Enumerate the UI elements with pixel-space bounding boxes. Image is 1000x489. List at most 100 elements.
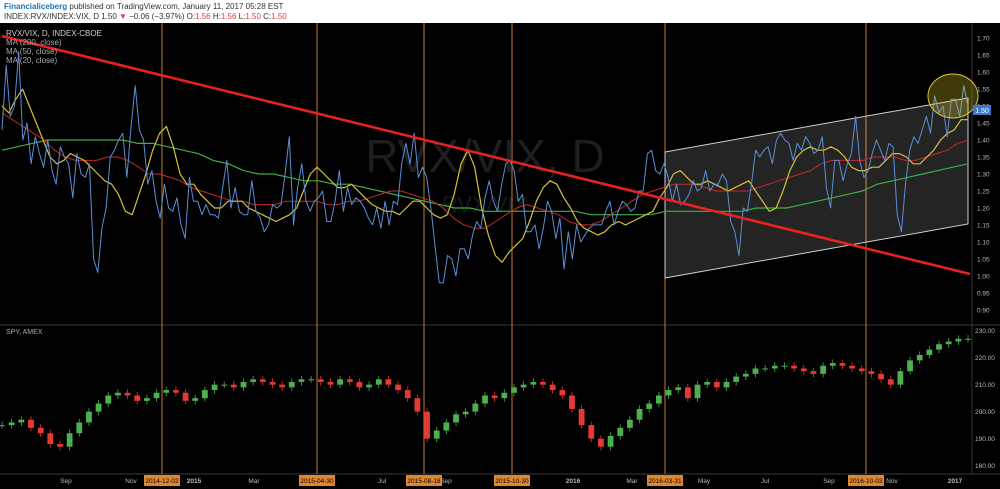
- spy-candle-body: [945, 341, 952, 345]
- spy-y-tick-label: 190.00: [975, 436, 995, 443]
- spy-candle-body: [8, 422, 15, 426]
- spy-candle-body: [955, 338, 962, 342]
- x-tick-label: 2015-10-30: [495, 478, 529, 485]
- spy-candle-body: [704, 381, 711, 385]
- y-tick-label: 1.70: [977, 36, 990, 43]
- spy-candle-body: [762, 368, 769, 370]
- spy-candle-body: [907, 360, 913, 372]
- low-value: 1.50: [245, 12, 261, 21]
- ratio-pane: [1, 51, 969, 284]
- spy-candle-body: [385, 379, 392, 385]
- spy-candle-body: [317, 379, 324, 382]
- spy-candle-body: [66, 433, 73, 447]
- spy-candle-body: [86, 411, 92, 423]
- y-tick-label: 1.00: [977, 273, 990, 280]
- spy-candle-body: [540, 381, 546, 385]
- top-y-axis: 1.70 1.65 1.60 1.55 1.50 1.45 1.40 1.35 1.30 1.25…: [977, 36, 990, 315]
- spy-candle-body: [511, 387, 517, 393]
- spy-candle-body: [501, 392, 508, 399]
- spy-candle-body: [211, 384, 218, 391]
- price-change: −0.06 (−3.97%): [129, 12, 185, 21]
- y-tick-label: 1.60: [977, 70, 990, 77]
- spy-candle-body: [124, 392, 131, 396]
- last-price-tag: 1.50: [973, 105, 991, 115]
- spy-candle-body: [549, 384, 556, 391]
- publish-info: published on TradingView.com, January 11…: [69, 2, 284, 11]
- spy-candle-body: [327, 381, 334, 385]
- ohlc-line: INDEX:RVX/INDEX:VIX, D 1.50 ▼ −0.06 (−3.…: [4, 12, 287, 21]
- x-tick-label: Sep: [823, 478, 835, 485]
- time-axis: Sep Nov 2014-12-02 2015 Mar 2015-04-30 Jul 2015…: [60, 475, 963, 486]
- spy-candle-body: [250, 379, 257, 382]
- spy-candle-body: [530, 381, 537, 385]
- highlight-ellipse[interactable]: [927, 73, 979, 119]
- spy-candle-body: [491, 395, 498, 399]
- x-tick-label: 2014-12-02: [145, 478, 179, 485]
- spy-candle-body: [47, 433, 54, 445]
- spy-candle-body: [829, 363, 836, 366]
- spy-candle-body: [752, 368, 759, 374]
- spy-candle-body: [298, 379, 305, 382]
- x-tick-label: 2016-03-31: [648, 478, 682, 485]
- x-tick-label: 2015: [187, 478, 202, 485]
- spy-candle-body: [28, 419, 34, 428]
- spy-candle-body: [404, 390, 411, 399]
- spy-candle-body: [926, 349, 933, 355]
- spy-candle-body: [588, 425, 595, 439]
- x-tick-label: Jul: [378, 478, 387, 485]
- ma50-line: [1, 112, 969, 229]
- spy-candle-body: [598, 438, 604, 447]
- spy-candle-body: [201, 390, 208, 399]
- spy-candle-body: [636, 408, 643, 420]
- symbol-label: INDEX:RVX/INDEX:VIX, D: [4, 12, 99, 21]
- down-arrow-icon: ▼: [119, 12, 127, 21]
- x-marker-label-box: [144, 475, 180, 486]
- author-link[interactable]: Financialiceberg: [4, 2, 68, 11]
- downtrend-line[interactable]: [1, 34, 971, 276]
- bottom-y-axis: 230.00 220.00 210.00 200.00 190.00 180.00: [975, 328, 995, 470]
- chart-background: [0, 23, 1000, 489]
- x-tick-label: Jul: [761, 478, 770, 485]
- spy-candle-body: [849, 365, 855, 369]
- y-tick-label: 1.10: [977, 239, 990, 246]
- y-tick-label: 0.90: [977, 307, 990, 314]
- spy-candle-body: [0, 425, 5, 427]
- legend-ma50: MA (50, close): [6, 47, 57, 56]
- spy-candle-body: [288, 381, 295, 388]
- spy-candle-body: [443, 422, 450, 431]
- spy-candle-body: [472, 403, 479, 412]
- x-marker-label-box: [406, 475, 442, 486]
- y-tick-label: 1.30: [977, 172, 990, 179]
- y-tick-label: 1.15: [977, 222, 990, 229]
- chart-canvas[interactable]: RVX/VIX, D RVX/VIX 1.701.651.601.551.501…: [0, 23, 1000, 489]
- spy-pane: [0, 335, 971, 451]
- spy-candle-body: [897, 371, 904, 385]
- spy-candle-body: [259, 379, 266, 382]
- y-tick-label: 0.95: [977, 290, 990, 297]
- x-tick-label: 2015-08-18: [407, 478, 441, 485]
- x-tick-label: 2016-10-03: [849, 478, 883, 485]
- x-tick-label: Nov: [125, 478, 137, 485]
- close-value: 1.50: [271, 12, 287, 21]
- spy-candle-body: [144, 398, 150, 401]
- spy-candle-body: [520, 384, 527, 388]
- spy-candle-body: [627, 419, 633, 428]
- top-legend: RVX/VIX, D, INDEX-CBOE MA (200, close) M…: [6, 29, 102, 336]
- spy-candle-body: [878, 373, 884, 380]
- spy-candle-body: [356, 381, 363, 388]
- legend-ma20: MA (20, close): [6, 56, 57, 65]
- spy-candle-body: [617, 427, 624, 436]
- high-label: H:: [212, 12, 221, 21]
- x-marker-label-box: [848, 475, 884, 486]
- spy-candle-body: [868, 371, 875, 374]
- spy-candle-body: [57, 444, 63, 447]
- price-tag-box: [973, 105, 991, 115]
- spy-candle-body: [607, 435, 614, 447]
- x-tick-label: 2015-04-30: [300, 478, 334, 485]
- spy-y-tick-label: 230.00: [975, 328, 995, 335]
- spy-candle-body: [482, 395, 488, 404]
- spy-candle-body: [105, 395, 112, 404]
- y-tick-label: 1.20: [977, 205, 990, 212]
- spy-y-tick-label: 200.00: [975, 409, 995, 416]
- ratio-line: [1, 51, 969, 284]
